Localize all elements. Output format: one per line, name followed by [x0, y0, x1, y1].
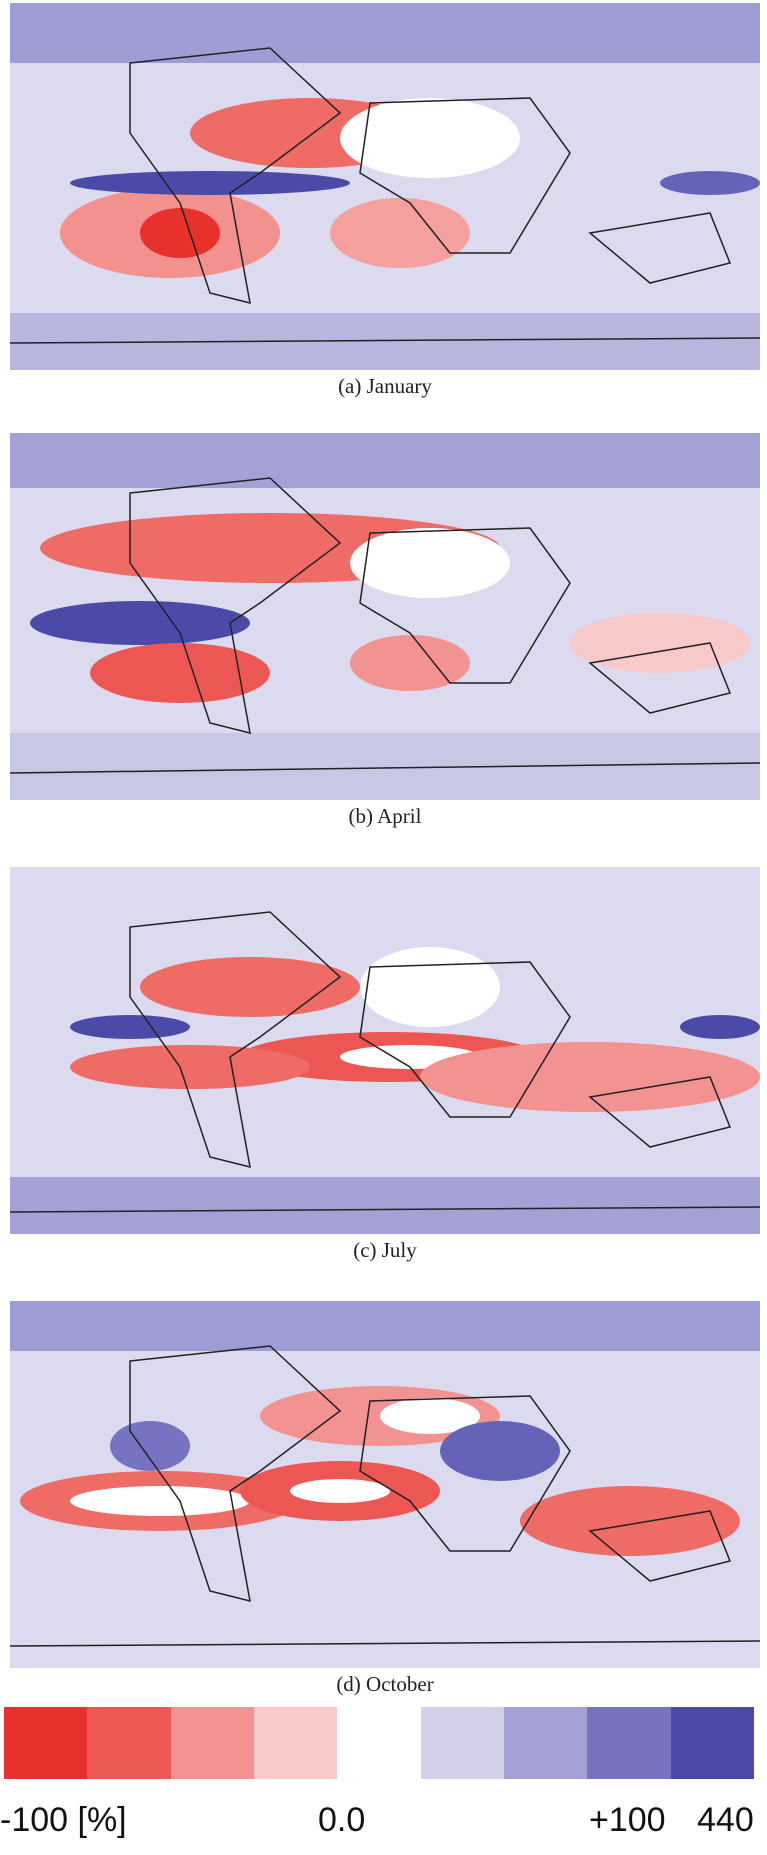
colorbar-swatches	[4, 1707, 754, 1779]
caption-april: (b) April	[348, 804, 422, 828]
colorbar-swatch	[337, 1707, 421, 1779]
colorbar-label-plus100: +100	[589, 1801, 666, 1839]
caption-october: (d) October	[336, 1672, 434, 1696]
colorbar-swatch	[170, 1707, 254, 1779]
map-july	[10, 867, 760, 1234]
colorbar-swatch	[420, 1707, 504, 1779]
caption-july: (c) July	[353, 1238, 417, 1262]
colorbar-swatch	[87, 1707, 171, 1779]
colorbar-swatch	[503, 1707, 588, 1779]
colorbar-swatch	[4, 1707, 88, 1779]
map-january	[10, 3, 760, 370]
caption-january: (a) January	[338, 374, 432, 398]
colorbar-swatch	[670, 1707, 754, 1779]
colorbar-swatch	[253, 1707, 338, 1779]
colorbar-swatch	[587, 1707, 671, 1779]
map-april	[10, 433, 760, 800]
colorbar-label-zero: 0.0	[318, 1801, 366, 1839]
colorbar-label-max: 440	[697, 1801, 754, 1839]
colorbar: -100 [%] 0.0 +100 440	[0, 1707, 767, 1855]
colorbar-label-min: -100 [%]	[0, 1801, 127, 1839]
map-october	[10, 1301, 760, 1668]
